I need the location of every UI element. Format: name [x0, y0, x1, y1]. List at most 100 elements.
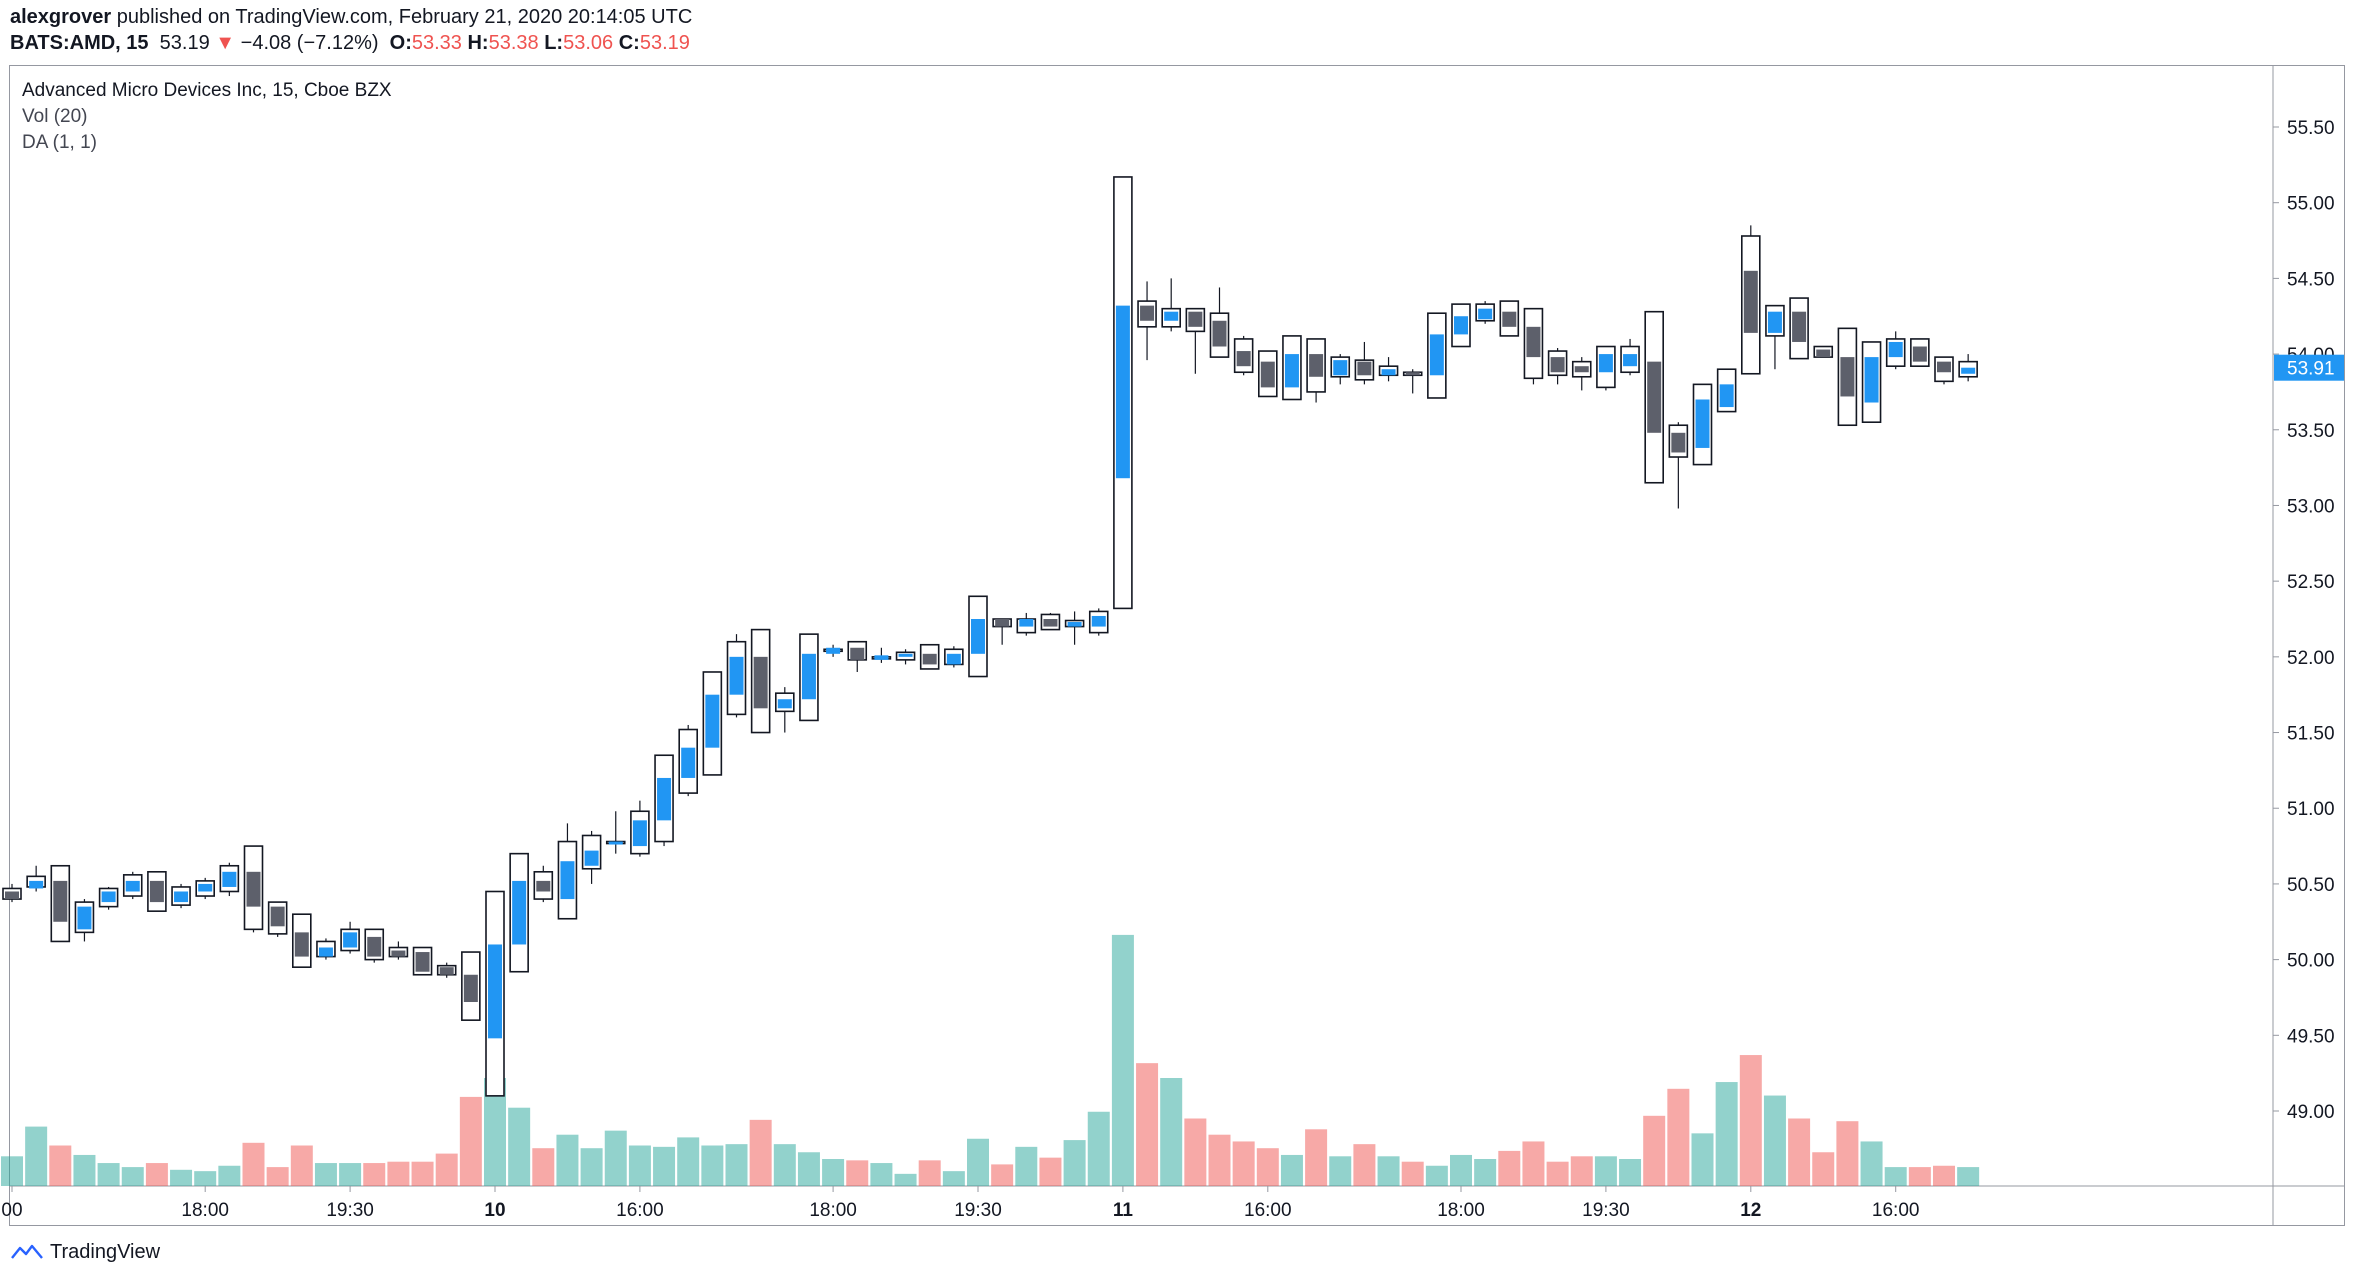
candle-body — [874, 655, 889, 660]
volume-bar — [1450, 1154, 1472, 1186]
volume-bar — [1884, 1167, 1907, 1186]
volume-bar — [73, 1154, 96, 1186]
volume-bar — [1812, 1152, 1835, 1186]
candle-body — [1767, 311, 1782, 333]
volume-bar — [1232, 1141, 1255, 1186]
candle-body — [343, 932, 358, 948]
candle-body — [1236, 351, 1251, 367]
volume-bar — [1594, 1156, 1617, 1186]
price-tick-label: 54.50 — [2287, 269, 2335, 290]
price-tick-label: 55.50 — [2287, 118, 2335, 139]
candle-body — [1550, 357, 1565, 373]
volume-bar — [628, 1145, 651, 1186]
volume-bar — [773, 1144, 796, 1186]
chart-frame[interactable] — [9, 65, 2345, 1226]
candle-body — [1937, 361, 1951, 373]
volume-bar — [1377, 1156, 1400, 1186]
volume-bar — [1111, 934, 1134, 1186]
volume-bar — [242, 1142, 265, 1186]
publish-line: alexgrover published on TradingView.com,… — [10, 6, 692, 29]
volume-bar — [1667, 1088, 1690, 1186]
price-tick-label: 53.50 — [2287, 421, 2335, 442]
close-label: C: — [618, 32, 640, 54]
volume-bar — [918, 1160, 941, 1186]
candle-body — [1623, 354, 1638, 367]
volume-bar — [1208, 1134, 1231, 1186]
high-label: H: — [467, 32, 489, 54]
candle-body — [1719, 384, 1734, 408]
volume-bar — [121, 1167, 144, 1186]
time-tick-label: 16:00 — [1872, 1200, 1920, 1221]
volume-bar — [604, 1130, 627, 1186]
candle-body — [1140, 305, 1155, 321]
price-tick-label: 52.50 — [2287, 572, 2335, 593]
last-price-label: 53.91 — [2287, 359, 2335, 380]
volume-bar — [218, 1165, 241, 1186]
candle-body — [29, 880, 44, 889]
candle-body — [125, 880, 140, 892]
candle-body — [1091, 615, 1106, 627]
time-tick-label: 16:00 — [1244, 1200, 1292, 1221]
time-tick-label: 18:00 — [809, 1200, 857, 1221]
volume-bar — [894, 1173, 917, 1186]
candle-body — [439, 967, 454, 975]
last-price: 53.19 — [159, 32, 210, 54]
candle-body — [1647, 361, 1662, 433]
time-tick-label: 19:30 — [326, 1200, 374, 1221]
volume-bar — [797, 1152, 820, 1186]
volume-bar — [942, 1171, 965, 1186]
candle-body — [1574, 366, 1589, 373]
time-tick-label: 00 — [1, 1200, 22, 1221]
close-value: 53.19 — [639, 32, 690, 54]
volume-bar — [1788, 1118, 1811, 1186]
candle-body — [1888, 341, 1903, 358]
candle-body — [1695, 399, 1710, 448]
time-tick-label: 11 — [1113, 1200, 1134, 1221]
volume-bar — [1425, 1165, 1448, 1186]
price-tick-label: 49.00 — [2287, 1102, 2335, 1123]
indicator-legend[interactable]: DA (1, 1) — [22, 132, 97, 153]
volume-bar — [1908, 1167, 1931, 1186]
volume-bar — [194, 1171, 217, 1186]
candle-body — [922, 653, 937, 665]
candle-body — [995, 619, 1010, 627]
candle-body — [149, 880, 164, 903]
volume-bar — [1739, 1055, 1762, 1186]
candle-body — [1405, 372, 1420, 376]
publish-info: published on TradingView.com, February 2… — [116, 6, 693, 28]
volume-bar — [532, 1148, 555, 1186]
candle-body — [850, 647, 865, 660]
author-name[interactable]: alexgrover — [10, 6, 112, 28]
volume-bar — [339, 1163, 362, 1186]
open-value: 53.33 — [411, 32, 462, 54]
candle-body — [971, 619, 985, 654]
volume-bar — [749, 1119, 772, 1186]
volume-bar — [580, 1148, 603, 1186]
tradingview-logo-icon — [11, 1244, 43, 1259]
volume-bar — [170, 1169, 193, 1186]
volume-bar — [1643, 1115, 1666, 1186]
volume-bar — [1, 1156, 23, 1186]
candle-body — [1912, 346, 1927, 362]
candle-body — [584, 850, 599, 866]
volume-bar — [145, 1163, 168, 1186]
volume-bar — [49, 1145, 72, 1186]
volume-bar — [411, 1161, 434, 1186]
candle-body — [318, 947, 333, 957]
volume-bar — [1715, 1082, 1738, 1186]
volume-bar — [967, 1138, 989, 1186]
footer-brand[interactable]: TradingView — [10, 1241, 160, 1264]
candle-body — [512, 880, 527, 945]
candle-body — [705, 694, 720, 748]
volume-legend[interactable]: Vol (20) — [22, 106, 88, 127]
candle-body — [1598, 354, 1613, 373]
candle-body — [1333, 360, 1348, 376]
volume-bar — [991, 1164, 1014, 1186]
time-tick-label: 18:00 — [181, 1200, 229, 1221]
candle-body — [657, 777, 672, 821]
candle-body — [463, 974, 478, 1003]
volume-bar — [314, 1163, 337, 1186]
volume-bar — [1957, 1167, 1980, 1186]
candle-body — [77, 906, 92, 930]
